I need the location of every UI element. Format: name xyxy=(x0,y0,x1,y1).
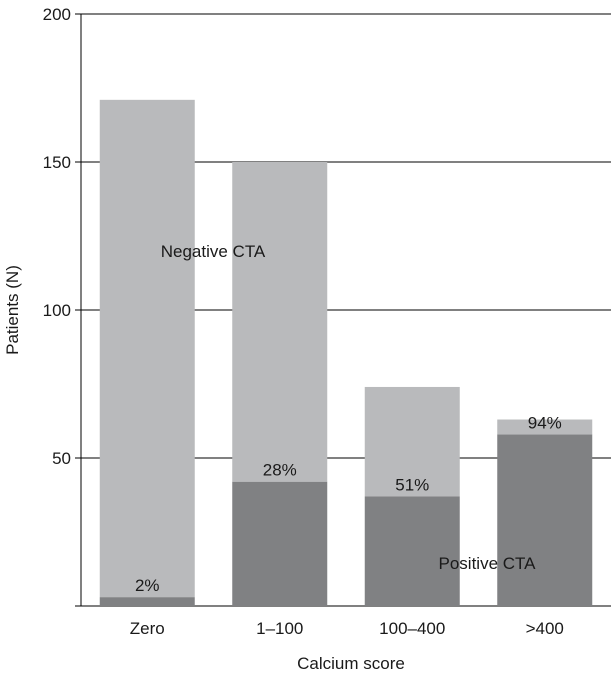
bar-segment-positive xyxy=(497,434,593,606)
x-tick-label: 100–400 xyxy=(379,619,445,638)
y-axis-ticks: 50 100 150 200 xyxy=(43,5,81,607)
bar-segment-positive xyxy=(99,597,195,606)
bars xyxy=(99,99,593,606)
bar-segment-negative xyxy=(232,162,328,482)
x-axis-title: Calcium score xyxy=(297,654,405,673)
percent-positive-label: 28% xyxy=(263,461,297,480)
x-tick-label: >400 xyxy=(526,619,564,638)
y-axis-title: Patients (N) xyxy=(3,265,22,355)
annotation-positive-cta: Positive CTA xyxy=(439,554,537,573)
x-tick-label: Zero xyxy=(130,619,165,638)
percent-positive-label: 94% xyxy=(528,413,562,432)
x-axis-tick-labels: Zero 1–100 100–400 >400 xyxy=(130,619,564,638)
data-labels: 2% 28% 51% 94% xyxy=(135,413,562,595)
percent-positive-label: 51% xyxy=(395,475,429,494)
y-tick-label: 50 xyxy=(52,449,71,468)
bar-segment-positive xyxy=(232,481,328,606)
percent-positive-label: 2% xyxy=(135,576,160,595)
y-tick-label: 100 xyxy=(43,301,71,320)
y-tick-label: 200 xyxy=(43,5,71,24)
annotation-negative-cta: Negative CTA xyxy=(161,242,266,261)
bar-segment-negative xyxy=(364,386,460,497)
y-tick-label: 150 xyxy=(43,153,71,172)
bar-segment-positive xyxy=(364,496,460,606)
x-tick-label: 1–100 xyxy=(256,619,303,638)
bar-segment-negative xyxy=(497,419,593,435)
bar-segment-negative xyxy=(99,99,195,598)
